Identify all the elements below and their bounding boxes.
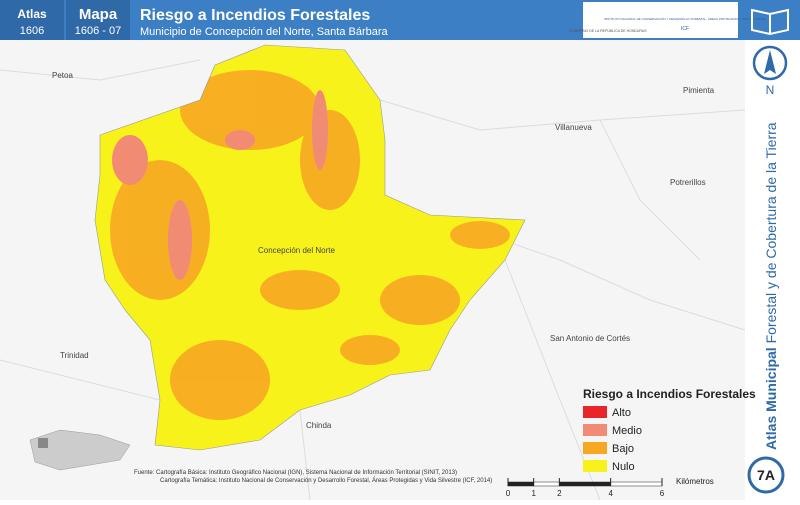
sheet-number: 7A	[757, 467, 775, 483]
scale-label: 1	[531, 489, 536, 498]
scale-bar: 0 1 2 4 6	[506, 478, 665, 498]
scale-label: 2	[557, 489, 562, 498]
legend-label: Bajo	[612, 443, 634, 455]
place-label: Trinidad	[60, 351, 89, 360]
sheet-circle	[747, 456, 785, 494]
scale-unit: Kilómetros	[676, 477, 714, 486]
series-title: Atlas Municipal Forestal y de Cobertura …	[763, 122, 779, 450]
north-circle	[752, 45, 788, 81]
atlas-label: Atlas	[17, 7, 47, 21]
place-label: San Antonio de Cortés	[550, 334, 630, 343]
boundaries	[0, 59, 746, 501]
place-label: Concepción del Norte	[258, 246, 335, 255]
inset-highlight	[38, 438, 48, 448]
municipality-map	[95, 45, 525, 450]
place-label: Potrerillos	[670, 178, 706, 187]
north-arrow	[764, 50, 776, 74]
place-label: Villanueva	[555, 123, 592, 132]
scale-label: 4	[608, 489, 613, 498]
atlas-box	[0, 0, 64, 40]
map-code: 1606 - 07	[75, 25, 121, 37]
scale-label: 0	[506, 489, 511, 498]
scale-segment	[559, 481, 611, 487]
side-strip	[745, 40, 800, 500]
book-icon	[751, 8, 789, 36]
legend-title: Riesgo a Incendios Forestales	[583, 387, 756, 401]
logo-text: INSTITUTO NACIONAL DE CONSERVACIÓN Y DES…	[604, 16, 766, 21]
scale-segment	[610, 481, 663, 487]
place-label: Chinda	[306, 421, 332, 430]
north-label: N	[766, 83, 775, 97]
legend: Alto Medio Bajo Nulo	[583, 406, 642, 473]
scale-segment	[533, 481, 560, 487]
map-title: Riesgo a Incendios Forestales	[140, 7, 370, 24]
place-label: Pimienta	[683, 86, 715, 95]
place-label: Petoa	[52, 71, 73, 80]
source-text: Cartografía Temática: Instituto Nacional…	[160, 477, 492, 484]
legend-label: Nulo	[612, 461, 635, 473]
logo-text: GOBIERNO DE LA REPÚBLICA DE HONDURAS	[569, 29, 647, 33]
municipality-outline	[94, 44, 526, 451]
atlas-code: 1606	[20, 25, 44, 37]
series-bold: Atlas Municipal	[763, 347, 779, 450]
series-rest: Forestal y de Cobertura de la Tierra	[763, 122, 779, 343]
legend-swatch	[583, 406, 607, 418]
legend-label: Alto	[612, 407, 631, 419]
scale-segment	[507, 481, 534, 487]
legend-label: Medio	[612, 425, 642, 437]
logo-text: ICF	[681, 26, 689, 32]
legend-swatch	[583, 442, 607, 454]
legend-swatch	[583, 424, 607, 436]
map-box	[66, 0, 130, 40]
scale-label: 6	[660, 489, 665, 498]
place-labels: Petoa Pimienta Villanueva Potrerillos Co…	[52, 71, 715, 430]
map-subtitle: Municipio de Concepción del Norte, Santa…	[140, 26, 389, 38]
map-label: Mapa	[79, 6, 118, 23]
legend-swatch	[583, 460, 607, 472]
inset-map	[29, 429, 131, 471]
source-text: Fuente: Cartografía Básica: Instituto Ge…	[134, 470, 457, 476]
logo-box	[583, 2, 738, 38]
